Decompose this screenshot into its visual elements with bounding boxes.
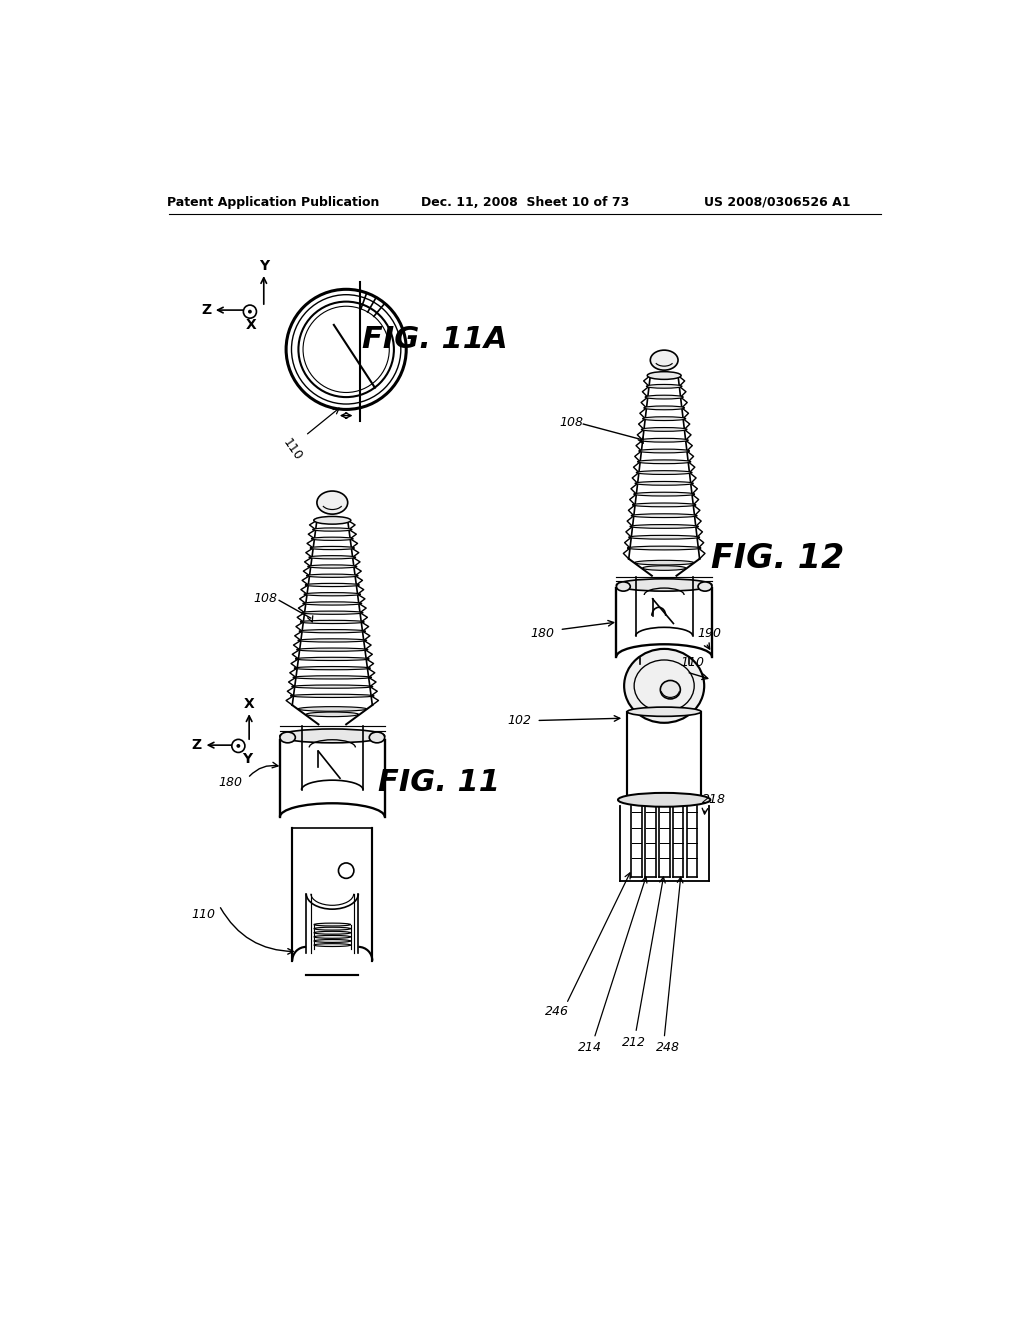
Ellipse shape xyxy=(314,940,350,942)
Ellipse shape xyxy=(300,620,365,623)
Ellipse shape xyxy=(306,711,358,717)
Ellipse shape xyxy=(298,639,367,642)
Text: Y: Y xyxy=(259,259,269,273)
Ellipse shape xyxy=(313,519,351,521)
Ellipse shape xyxy=(650,350,678,370)
Ellipse shape xyxy=(647,374,681,378)
Ellipse shape xyxy=(313,516,351,524)
Ellipse shape xyxy=(629,536,699,539)
Ellipse shape xyxy=(310,546,354,549)
Text: 180: 180 xyxy=(530,627,555,640)
Text: 102: 102 xyxy=(508,714,531,727)
Ellipse shape xyxy=(698,582,712,591)
Text: 108: 108 xyxy=(253,593,278,606)
Circle shape xyxy=(244,305,256,318)
Circle shape xyxy=(248,310,252,314)
Ellipse shape xyxy=(641,428,687,432)
Text: 110: 110 xyxy=(681,656,705,669)
Ellipse shape xyxy=(625,649,705,723)
Ellipse shape xyxy=(638,459,691,463)
Ellipse shape xyxy=(305,583,359,586)
Ellipse shape xyxy=(635,482,693,486)
Text: 212: 212 xyxy=(623,1036,646,1049)
Ellipse shape xyxy=(295,657,370,660)
Text: 110: 110 xyxy=(191,908,216,921)
Ellipse shape xyxy=(280,729,385,743)
Ellipse shape xyxy=(640,438,688,442)
Text: X: X xyxy=(246,318,257,333)
Ellipse shape xyxy=(644,407,684,409)
Text: 218: 218 xyxy=(702,792,726,805)
Ellipse shape xyxy=(299,630,366,632)
Ellipse shape xyxy=(645,395,683,399)
Ellipse shape xyxy=(316,491,348,513)
Ellipse shape xyxy=(311,537,353,540)
Ellipse shape xyxy=(314,944,350,946)
Text: FIG. 12: FIG. 12 xyxy=(711,543,844,576)
Ellipse shape xyxy=(309,556,355,558)
Ellipse shape xyxy=(306,574,358,577)
Ellipse shape xyxy=(616,582,631,591)
Ellipse shape xyxy=(307,565,357,568)
Text: 214: 214 xyxy=(579,1041,602,1055)
Text: 190: 190 xyxy=(697,627,722,640)
Ellipse shape xyxy=(294,667,371,669)
Text: FIG. 11A: FIG. 11A xyxy=(361,325,508,354)
Circle shape xyxy=(231,739,245,752)
Ellipse shape xyxy=(633,503,696,507)
Text: X: X xyxy=(244,697,255,711)
Text: Z: Z xyxy=(191,738,202,752)
Ellipse shape xyxy=(291,694,374,697)
Ellipse shape xyxy=(314,932,350,935)
Ellipse shape xyxy=(628,546,701,550)
Text: US 2008/0306526 A1: US 2008/0306526 A1 xyxy=(705,195,851,209)
Ellipse shape xyxy=(642,417,686,421)
Ellipse shape xyxy=(298,706,367,711)
Ellipse shape xyxy=(630,524,698,528)
Circle shape xyxy=(339,863,354,878)
Ellipse shape xyxy=(303,602,361,605)
Ellipse shape xyxy=(297,648,368,651)
Ellipse shape xyxy=(616,578,712,591)
Circle shape xyxy=(237,744,241,748)
Ellipse shape xyxy=(617,793,711,807)
Ellipse shape xyxy=(314,936,350,939)
Text: Z: Z xyxy=(201,304,211,317)
Ellipse shape xyxy=(293,676,372,678)
Ellipse shape xyxy=(280,733,295,743)
Ellipse shape xyxy=(643,566,686,570)
Text: 108: 108 xyxy=(559,416,583,429)
Ellipse shape xyxy=(631,513,697,517)
Text: FIG. 11: FIG. 11 xyxy=(378,768,500,796)
Text: Patent Application Publication: Patent Application Publication xyxy=(167,195,379,209)
Text: 246: 246 xyxy=(545,1005,569,1018)
Ellipse shape xyxy=(628,708,701,717)
Text: 180: 180 xyxy=(219,776,243,788)
Ellipse shape xyxy=(314,927,350,931)
Ellipse shape xyxy=(301,611,364,614)
Ellipse shape xyxy=(304,593,360,595)
Ellipse shape xyxy=(647,372,681,379)
Text: 248: 248 xyxy=(656,1041,680,1055)
Text: Dec. 11, 2008  Sheet 10 of 73: Dec. 11, 2008 Sheet 10 of 73 xyxy=(421,195,629,209)
Ellipse shape xyxy=(635,561,694,565)
Ellipse shape xyxy=(314,923,350,927)
Text: 110: 110 xyxy=(281,436,304,463)
Ellipse shape xyxy=(634,492,694,496)
Ellipse shape xyxy=(646,384,682,388)
Ellipse shape xyxy=(636,471,692,474)
Text: Y: Y xyxy=(243,752,253,766)
Ellipse shape xyxy=(370,733,385,743)
Ellipse shape xyxy=(660,681,680,700)
Ellipse shape xyxy=(292,685,373,688)
Ellipse shape xyxy=(312,528,352,531)
Ellipse shape xyxy=(639,449,689,453)
